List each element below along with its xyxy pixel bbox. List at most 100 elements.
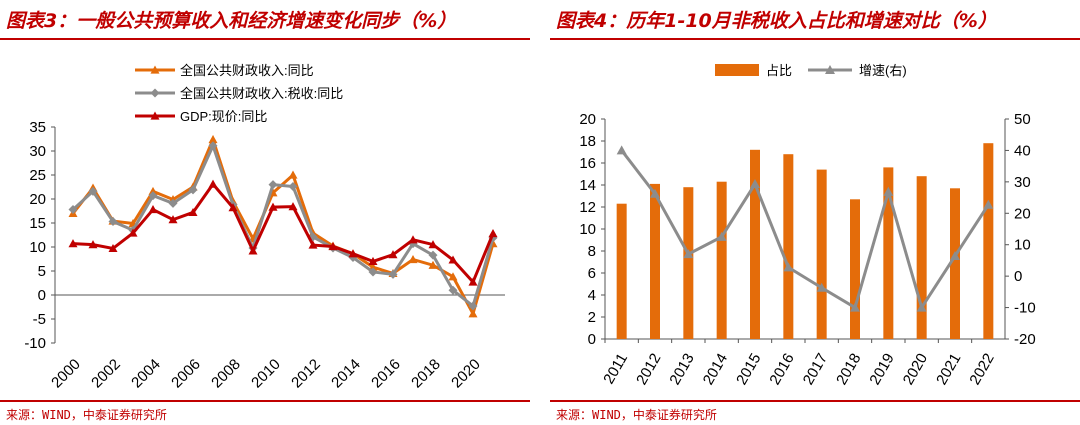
right-bar xyxy=(816,169,827,339)
right-growth-point xyxy=(950,251,960,261)
right-x-tick-label: 2014 xyxy=(700,351,731,388)
left-x-tick-label: 2010 xyxy=(248,356,284,392)
left-series-point xyxy=(408,235,418,244)
left-y-tick-label: 35 xyxy=(29,119,46,136)
right-left-y-tick-label: 20 xyxy=(579,111,596,128)
right-x-tick-label: 2022 xyxy=(966,351,997,388)
left-series-line-1 xyxy=(71,135,495,318)
right-x-tick-label: 2016 xyxy=(766,351,797,388)
right-left-y-tick-label: 4 xyxy=(588,287,596,304)
right-chart-title: 图表4：历年1-10月非税收入占比和增速对比（%） xyxy=(556,10,997,32)
left-series-point xyxy=(328,242,338,251)
right-growth-line xyxy=(620,149,990,312)
right-bar xyxy=(783,154,794,339)
right-panel: 图表4：历年1-10月非税收入占比和增速对比（%） 0 2 4 6 8 10 12 14 16 1… xyxy=(550,0,1080,425)
right-growth-point xyxy=(616,145,627,155)
left-legend-marker xyxy=(150,65,160,74)
right-left-y-tick-label: 0 xyxy=(588,331,596,348)
right-left-y-tick-label: 14 xyxy=(579,177,596,194)
right-growth-point xyxy=(916,302,927,312)
left-series-point xyxy=(208,179,218,188)
right-growth-point xyxy=(750,179,760,189)
left-series-point xyxy=(288,182,298,192)
right-bar xyxy=(716,181,727,339)
left-series-point xyxy=(68,239,78,248)
left-series-point xyxy=(448,255,458,264)
right-x-tick-label: 2017 xyxy=(800,351,831,388)
left-series-point xyxy=(468,309,478,318)
left-y-tick-label: 0 xyxy=(38,287,46,304)
left-legend-label: 全国公共财政收入:税收:同比 xyxy=(180,86,343,101)
right-right-y-tick-label: 40 xyxy=(1014,142,1031,159)
right-left-y-tick-label: 12 xyxy=(579,199,596,216)
right-right-y-tick-label: 0 xyxy=(1014,268,1022,285)
right-bar xyxy=(683,187,694,339)
left-series-point xyxy=(108,243,118,253)
left-series-point xyxy=(128,228,138,237)
left-series-point xyxy=(188,185,198,195)
left-series-point xyxy=(208,134,218,144)
left-series-point xyxy=(288,170,298,179)
right-x-tick-label: 2020 xyxy=(900,351,931,388)
right-bar xyxy=(916,176,927,339)
left-series-point xyxy=(188,207,198,217)
left-y-tick-label: 30 xyxy=(29,143,46,160)
left-y-tick-label: 15 xyxy=(29,215,46,232)
left-series-point xyxy=(428,250,438,260)
left-series-point xyxy=(148,186,158,195)
left-panel: 图表3：一般公共预算收入和经济增速变化同步（%） -10 -5 0 5 10 15 20 25… xyxy=(0,0,530,425)
left-series-point xyxy=(468,277,478,286)
right-x-tick-label: 2015 xyxy=(733,351,764,388)
left-series-point xyxy=(268,202,278,211)
left-x-tick-label: 2004 xyxy=(128,356,164,392)
left-series-point xyxy=(368,256,378,265)
right-left-y-tick-label: 2 xyxy=(588,309,596,326)
right-growth-point xyxy=(783,262,794,272)
right-growth-point xyxy=(983,199,994,209)
left-x-tick-label: 2008 xyxy=(208,356,244,392)
left-legend-label: GDP:现价:同比 xyxy=(180,109,267,124)
left-series-point xyxy=(488,229,498,238)
left-y-tick-label: -5 xyxy=(33,311,46,328)
left-series-point xyxy=(68,205,78,215)
right-left-y-tick-label: 18 xyxy=(579,133,596,150)
right-x-tick-label: 2021 xyxy=(933,351,964,388)
left-series-line-3 xyxy=(72,181,495,285)
left-chart-title: 图表3：一般公共预算收入和经济增速变化同步（%） xyxy=(6,10,457,32)
left-series-point xyxy=(408,254,418,264)
left-source-text: 来源：WIND，中泰证券研究所 xyxy=(6,408,167,422)
right-bar xyxy=(650,183,660,339)
right-bar xyxy=(983,143,994,339)
left-series-line-2 xyxy=(71,141,495,309)
right-growth-point xyxy=(850,302,860,312)
left-series-point xyxy=(88,186,98,196)
left-series-point xyxy=(168,215,178,224)
right-right-y-tick-label: -10 xyxy=(1014,300,1036,317)
left-series-point xyxy=(468,301,478,311)
left-x-tick-label: 2002 xyxy=(88,356,124,392)
left-y-tick-label: 20 xyxy=(29,191,46,208)
right-left-y-tick-label: 16 xyxy=(579,155,596,172)
left-series-point xyxy=(148,191,158,201)
left-x-tick-label: 2012 xyxy=(288,356,324,392)
left-series-point xyxy=(428,260,438,269)
right-legend-swatch-bar xyxy=(715,64,759,76)
left-series-point xyxy=(388,269,398,279)
right-legend-marker-line xyxy=(825,65,835,74)
right-growth-point xyxy=(650,188,660,198)
left-series-point xyxy=(268,180,278,190)
left-x-tick-label: 2014 xyxy=(328,356,364,392)
left-series-point xyxy=(168,198,178,208)
right-right-y-tick-label: -20 xyxy=(1014,331,1036,348)
left-x-tick-label: 2016 xyxy=(368,356,404,392)
left-x-tick-label: 2000 xyxy=(48,356,84,392)
right-left-y-tick-label: 8 xyxy=(588,243,596,260)
left-series-point xyxy=(368,267,378,277)
right-right-y-tick-label: 20 xyxy=(1014,205,1031,222)
right-source-rule xyxy=(550,400,1080,402)
right-bar xyxy=(616,203,627,339)
left-y-tick-label: 10 xyxy=(29,239,46,256)
left-x-tick-label: 2018 xyxy=(408,356,444,392)
left-series-point xyxy=(108,217,118,227)
